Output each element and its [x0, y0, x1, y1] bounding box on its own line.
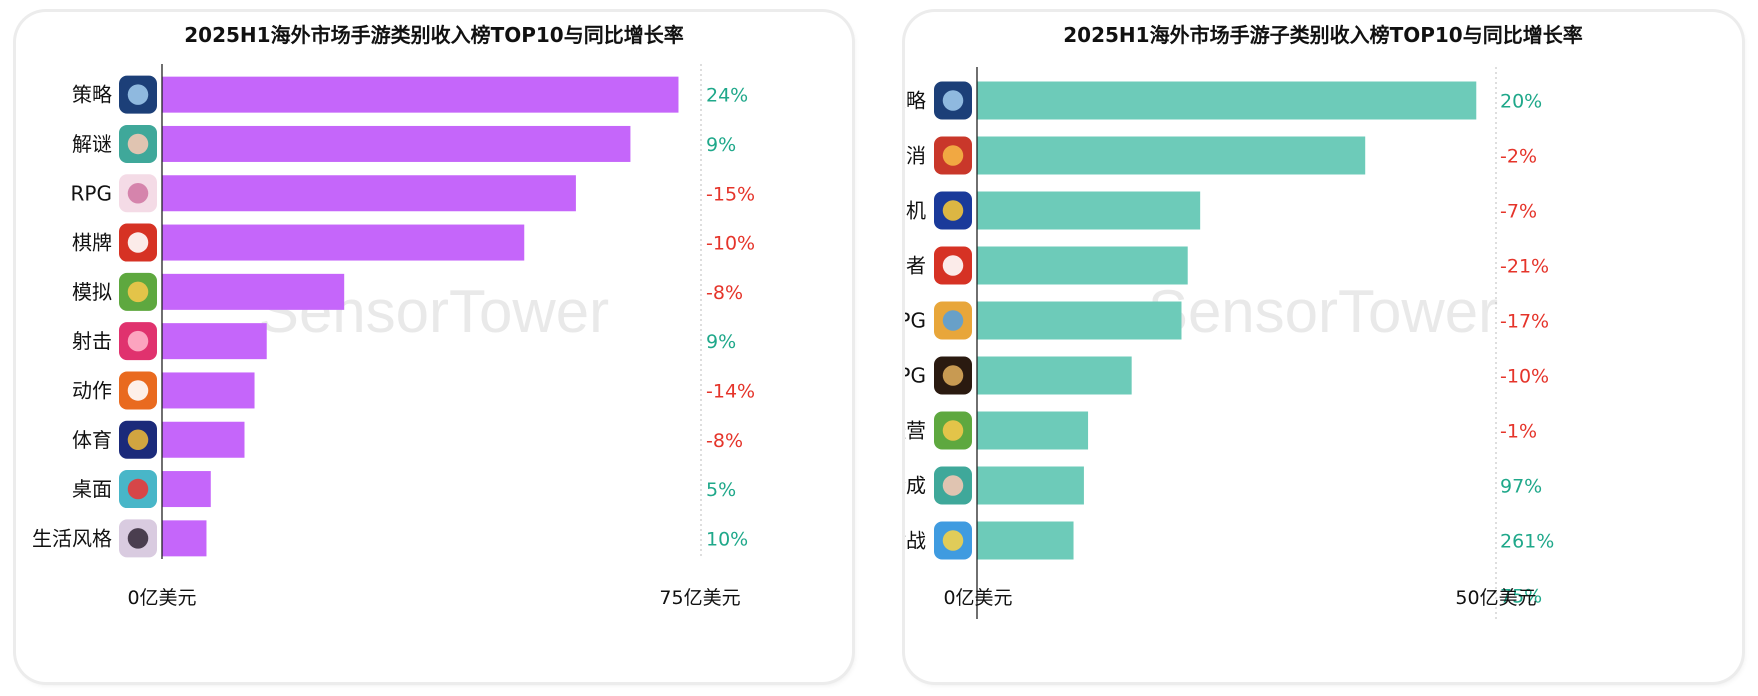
- growth-label: -14%: [706, 380, 755, 402]
- football-player-icon: [119, 420, 157, 459]
- bar-4: [162, 224, 525, 261]
- anime-girl-icon: [119, 174, 157, 213]
- x-axis-min-label: 0亿美元: [127, 587, 196, 609]
- category-label: 三消: [905, 144, 926, 168]
- category-label: 体育: [72, 428, 112, 452]
- category-label: 动作: [72, 378, 112, 402]
- growth-label: -10%: [1500, 366, 1549, 388]
- category-label: 解谜: [72, 132, 112, 156]
- monopoly-man-icon: [119, 223, 157, 262]
- growth-label: -7%: [1500, 201, 1537, 223]
- bar-10: [162, 520, 207, 557]
- growth-label: -2%: [1500, 146, 1537, 168]
- growth-label: -21%: [1500, 256, 1549, 278]
- growth-label: 9%: [706, 331, 736, 353]
- king-face-icon: [934, 136, 972, 175]
- boy-portrait-icon: [119, 519, 157, 558]
- growth-label: -1%: [1500, 421, 1537, 443]
- monopoly-man-icon: [934, 246, 972, 285]
- category-label: 射击: [72, 329, 112, 353]
- bar-9: [977, 521, 1074, 560]
- growth-label: -10%: [706, 233, 755, 255]
- category-label: 卡牌对战: [905, 529, 926, 553]
- subcategory-bar-chart: SensorTower 2025H1海外市场手游子类别收入榜TOP10与同比增长…: [905, 23, 1583, 619]
- revenue-chart-panel-subcategories: SensorTower 2025H1海外市场手游子类别收入榜TOP10与同比增长…: [905, 12, 1742, 682]
- growth-label: 20%: [1500, 91, 1542, 113]
- bar-3: [977, 191, 1201, 230]
- globe-game-icon: [119, 75, 157, 114]
- bar-4: [977, 246, 1188, 285]
- growth-label: -8%: [706, 282, 743, 304]
- globe-game-icon: [934, 81, 972, 120]
- pokemon-card-icon: [934, 521, 972, 560]
- category-label: RPG: [71, 181, 112, 205]
- farm-game-icon: [119, 272, 157, 311]
- casino-icon: [934, 191, 972, 230]
- category-label: 组队RPG: [905, 309, 926, 333]
- watermark-text: SensorTower: [1148, 278, 1498, 345]
- growth-label: 24%: [706, 85, 748, 107]
- growth-label: -17%: [1500, 311, 1549, 333]
- bar-2: [977, 136, 1366, 175]
- girl-portrait-icon: [934, 466, 972, 505]
- bar-3: [162, 175, 576, 212]
- category-label: 模拟经营: [905, 419, 926, 443]
- revenue-chart-panel-categories: SensorTower 2025H1海外市场手游类别收入榜TOP10与同比增长率…: [16, 12, 852, 682]
- red-car-icon: [119, 322, 157, 361]
- bar-2: [162, 125, 631, 162]
- growth-label: 75%: [1500, 586, 1542, 608]
- bar-8: [977, 466, 1084, 505]
- x-axis-min-label: 0亿美元: [943, 587, 1012, 609]
- bar-7: [977, 411, 1089, 450]
- category-label: 棋牌: [72, 231, 112, 255]
- growth-label: 5%: [706, 479, 736, 501]
- bar-5: [977, 301, 1182, 340]
- growth-label: 10%: [706, 528, 748, 550]
- growth-label: -8%: [706, 430, 743, 452]
- category-label: 老虎机: [905, 199, 926, 223]
- panda-game-icon: [119, 371, 157, 410]
- bar-9: [162, 471, 211, 508]
- category-label: 生活风格: [32, 526, 112, 550]
- growth-label: -15%: [706, 183, 755, 205]
- bar-1: [977, 81, 1477, 120]
- growth-label: 97%: [1500, 476, 1542, 498]
- farm-game-icon: [934, 411, 972, 450]
- mmorpg-logo-icon: [934, 356, 972, 395]
- category-label: 桌面: [72, 477, 112, 501]
- growth-label: 9%: [706, 134, 736, 156]
- x-axis-max-label: 50亿美元: [1455, 587, 1536, 609]
- category-label: 金币掠夺者: [905, 254, 926, 278]
- category-label: 模拟: [72, 280, 112, 304]
- bar-6: [162, 323, 267, 360]
- bar-1: [162, 76, 679, 113]
- chart-title: 2025H1海外市场手游子类别收入榜TOP10与同比增长率: [1063, 23, 1582, 47]
- category-bar-chart: SensorTower 2025H1海外市场手游类别收入榜TOP10与同比增长率…: [32, 23, 755, 609]
- card-games-icon: [119, 470, 157, 509]
- growth-label: 261%: [1500, 531, 1554, 553]
- bar-6: [977, 356, 1132, 395]
- lion-hero-icon: [934, 301, 972, 340]
- category-label: 策略: [72, 83, 112, 107]
- category-label: MMORPG: [905, 364, 926, 388]
- girl-portrait-icon: [119, 124, 157, 163]
- category-label: 合成: [905, 474, 926, 498]
- chart-title: 2025H1海外市场手游类别收入榜TOP10与同比增长率: [184, 23, 683, 47]
- bar-8: [162, 421, 245, 458]
- category-label: 4X策略: [905, 89, 926, 113]
- bar-7: [162, 372, 255, 409]
- x-axis-max-label: 75亿美元: [659, 587, 740, 609]
- bar-5: [162, 273, 345, 310]
